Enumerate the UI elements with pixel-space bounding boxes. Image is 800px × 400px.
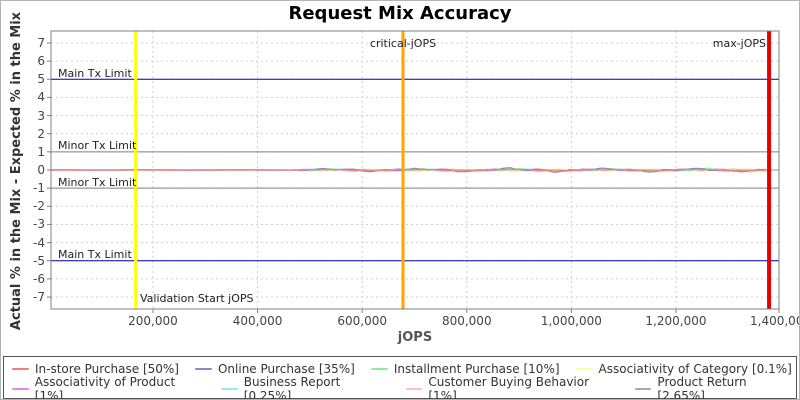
y-tick-label: 3 bbox=[37, 108, 45, 123]
legend-item-business-report: Business Report [0.25%] bbox=[221, 375, 390, 400]
legend-swatch-installment-purchase-icon bbox=[370, 368, 388, 370]
legend-item-installment-purchase: Installment Purchase [10%] bbox=[370, 362, 560, 376]
legend-item-online-purchase: Online Purchase [35%] bbox=[194, 362, 355, 376]
minor-tx-limit-lower-label: Minor Tx Limit bbox=[58, 176, 137, 189]
validation-start-label: Validation Start jOPS bbox=[140, 292, 254, 305]
chart-title: Request Mix Accuracy bbox=[288, 3, 512, 24]
legend-label: Installment Purchase [10%] bbox=[393, 362, 560, 376]
legend-label: Customer Buying Behavior [1%] bbox=[428, 375, 590, 400]
legend: In-store Purchase [50%] Online Purchase [… bbox=[3, 356, 797, 399]
series-group bbox=[51, 167, 779, 173]
series-line-in-store-purchase bbox=[51, 168, 767, 172]
legend-label: Business Report [0.25%] bbox=[243, 375, 341, 400]
y-tick-label: 6 bbox=[37, 54, 45, 69]
legend-swatch-in-store-purchase-icon bbox=[12, 368, 29, 370]
y-tick-label: -4 bbox=[33, 235, 45, 250]
x-axis-title: jOPS bbox=[397, 330, 433, 345]
max-jops-label: max-jOPS bbox=[712, 37, 766, 50]
y-tick-label: -1 bbox=[33, 181, 45, 196]
y-tick-label: 5 bbox=[37, 72, 45, 87]
y-tick-label: -2 bbox=[33, 199, 45, 214]
main-tx-limit-lower-label: Main Tx Limit bbox=[58, 248, 132, 261]
x-tick-label: 1,000,000 bbox=[540, 314, 602, 328]
legend-swatch-associativity-of-product-icon bbox=[12, 388, 29, 390]
y-tick-label: 0 bbox=[37, 163, 45, 177]
y-tick-label: 4 bbox=[37, 90, 45, 105]
legend-swatch-product-return-icon bbox=[634, 388, 652, 390]
y-tick-label: 7 bbox=[37, 35, 45, 50]
legend-label: In-store Purchase [50%] bbox=[35, 362, 179, 376]
legend-label: Associativity of Category [0.1%] bbox=[598, 362, 792, 376]
legend-item-associativity-of-product: Associativity of Product [1%] bbox=[12, 375, 205, 400]
x-tick-label: 800,000 bbox=[441, 314, 492, 328]
y-tick-label: -6 bbox=[33, 271, 45, 286]
legend-swatch-customer-buying-behavior-icon bbox=[405, 388, 423, 390]
x-tick-label: 400,000 bbox=[232, 314, 283, 328]
critical-jops-label: critical-jOPS bbox=[369, 37, 437, 50]
x-tick-label: 1,400,000 bbox=[750, 314, 799, 328]
minor-tx-limit-upper-label: Minor Tx Limit bbox=[58, 139, 137, 152]
legend-item-in-store-purchase: In-store Purchase [50%] bbox=[12, 362, 179, 376]
legend-item-product-return: Product Return [2.65%] bbox=[634, 375, 796, 400]
legend-label: Associativity of Product [1%] bbox=[34, 375, 176, 400]
legend-label: Product Return [2.65%] bbox=[657, 375, 747, 400]
x-tick-label: 600,000 bbox=[337, 314, 387, 328]
y-tick-label: 1 bbox=[37, 144, 45, 159]
legend-swatch-online-purchase-icon bbox=[194, 368, 212, 370]
legend-item-associativity-of-category: Associativity of Category [0.1%] bbox=[575, 362, 792, 376]
y-tick-label: 2 bbox=[37, 126, 45, 141]
y-tick-label: -7 bbox=[33, 290, 45, 305]
legend-swatch-associativity-of-category-icon bbox=[575, 368, 593, 370]
main-tx-limit-upper-label: Main Tx Limit bbox=[58, 67, 132, 80]
x-tick-label: 200,000 bbox=[128, 314, 178, 328]
legend-swatch-business-report-icon bbox=[221, 388, 238, 390]
legend-label: Online Purchase [35%] bbox=[217, 362, 355, 376]
legend-row: In-store Purchase [50%] Online Purchase [… bbox=[4, 359, 796, 379]
x-tick-label: 1,200,000 bbox=[645, 314, 707, 328]
y-tick-label: -3 bbox=[33, 217, 45, 232]
legend-item-customer-buying-behavior: Customer Buying Behavior [1%] bbox=[405, 375, 619, 400]
legend-row: Associativity of Product [1%] Business Re… bbox=[4, 375, 796, 399]
y-tick-label: -5 bbox=[33, 253, 45, 268]
